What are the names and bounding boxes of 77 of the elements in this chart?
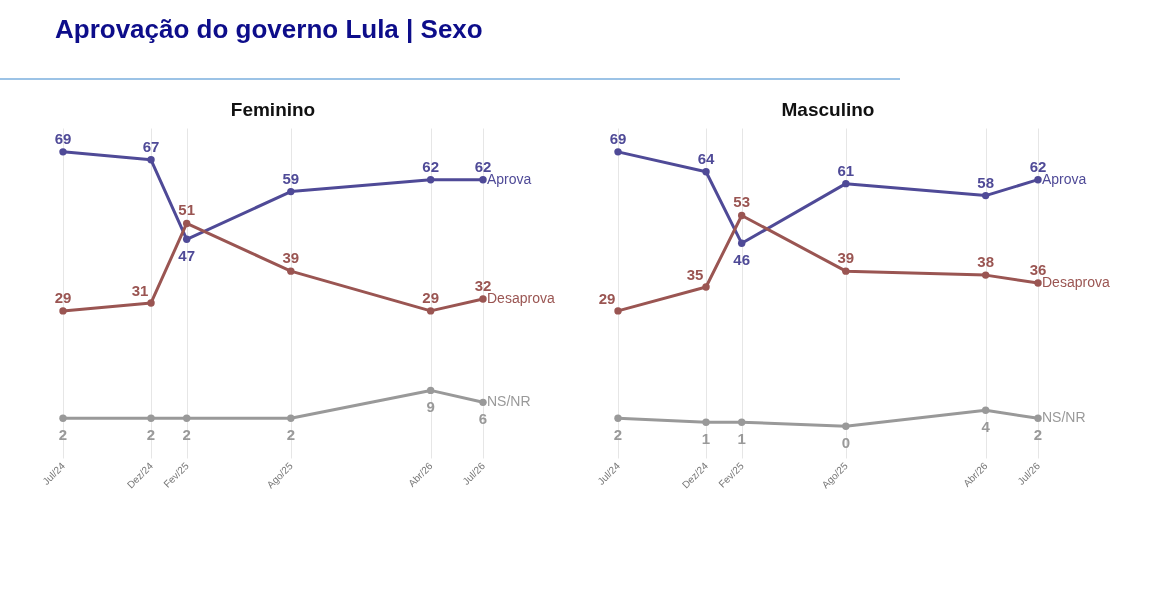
point — [147, 299, 155, 307]
point — [614, 148, 622, 156]
data-label: 59 — [282, 169, 300, 187]
data-label: 2 — [1033, 426, 1043, 444]
point — [182, 219, 191, 228]
data-label: 29 — [598, 289, 616, 307]
series-label: NS/NR — [487, 393, 531, 410]
data-label: 69 — [54, 129, 72, 147]
data-label: 4 — [981, 418, 991, 436]
data-label: 0 — [841, 434, 851, 452]
data-label: 2 — [146, 426, 156, 444]
data-label: 1 — [737, 430, 746, 448]
point — [702, 168, 710, 176]
data-label: 6 — [478, 410, 488, 428]
data-label: 2 — [182, 426, 191, 444]
point — [287, 414, 295, 422]
point — [426, 175, 435, 184]
data-label: 39 — [837, 249, 855, 267]
data-label: 2 — [286, 426, 296, 444]
point — [981, 406, 990, 414]
point — [182, 414, 191, 422]
data-label: 62 — [422, 157, 439, 175]
data-label: 46 — [733, 251, 751, 269]
data-label: 29 — [422, 288, 439, 306]
point — [479, 175, 487, 184]
data-label: 62 — [474, 157, 492, 175]
data-label: 1 — [701, 430, 711, 448]
point — [737, 418, 746, 426]
data-label: 62 — [1029, 157, 1047, 175]
chart-title: Masculino — [781, 99, 875, 120]
data-label: 39 — [282, 249, 300, 267]
point — [981, 271, 990, 279]
data-label: 32 — [474, 276, 492, 294]
point — [426, 307, 435, 315]
point — [426, 386, 435, 395]
data-label: 31 — [131, 281, 149, 299]
point — [737, 211, 746, 220]
point — [981, 191, 990, 200]
point — [702, 418, 710, 426]
data-label: 38 — [977, 253, 994, 271]
data-label: 9 — [426, 398, 435, 416]
point — [737, 239, 746, 247]
data-label: 53 — [733, 193, 751, 211]
data-label: 69 — [609, 129, 627, 147]
text: Aprovação do governo Lula | Sexo — [55, 14, 484, 45]
point — [702, 283, 710, 291]
point — [1034, 279, 1042, 287]
data-label: 61 — [837, 161, 855, 179]
point — [147, 156, 155, 164]
point — [479, 398, 487, 407]
chart-title: Feminino — [230, 99, 316, 120]
data-label: 58 — [977, 173, 994, 191]
point — [182, 235, 191, 244]
point — [287, 187, 295, 196]
point — [59, 414, 67, 422]
point — [1034, 175, 1042, 184]
point — [614, 307, 622, 315]
series-label: NS/NR — [1042, 409, 1086, 426]
point — [842, 179, 850, 188]
data-label: 2 — [58, 426, 68, 444]
series-label: Desaprova — [1042, 274, 1110, 291]
point — [842, 267, 850, 275]
point — [287, 267, 295, 275]
point — [479, 295, 487, 303]
data-label: 67 — [142, 137, 160, 155]
point — [147, 414, 155, 422]
point — [59, 307, 67, 315]
data-label: 29 — [54, 288, 72, 306]
data-label: 2 — [613, 426, 623, 444]
data-label: 47 — [178, 247, 196, 265]
point — [59, 148, 67, 156]
data-label: 51 — [178, 201, 196, 219]
data-label: 64 — [697, 149, 716, 167]
point — [614, 414, 622, 422]
data-label: 35 — [686, 266, 704, 284]
point — [1034, 414, 1042, 422]
point — [842, 422, 850, 430]
